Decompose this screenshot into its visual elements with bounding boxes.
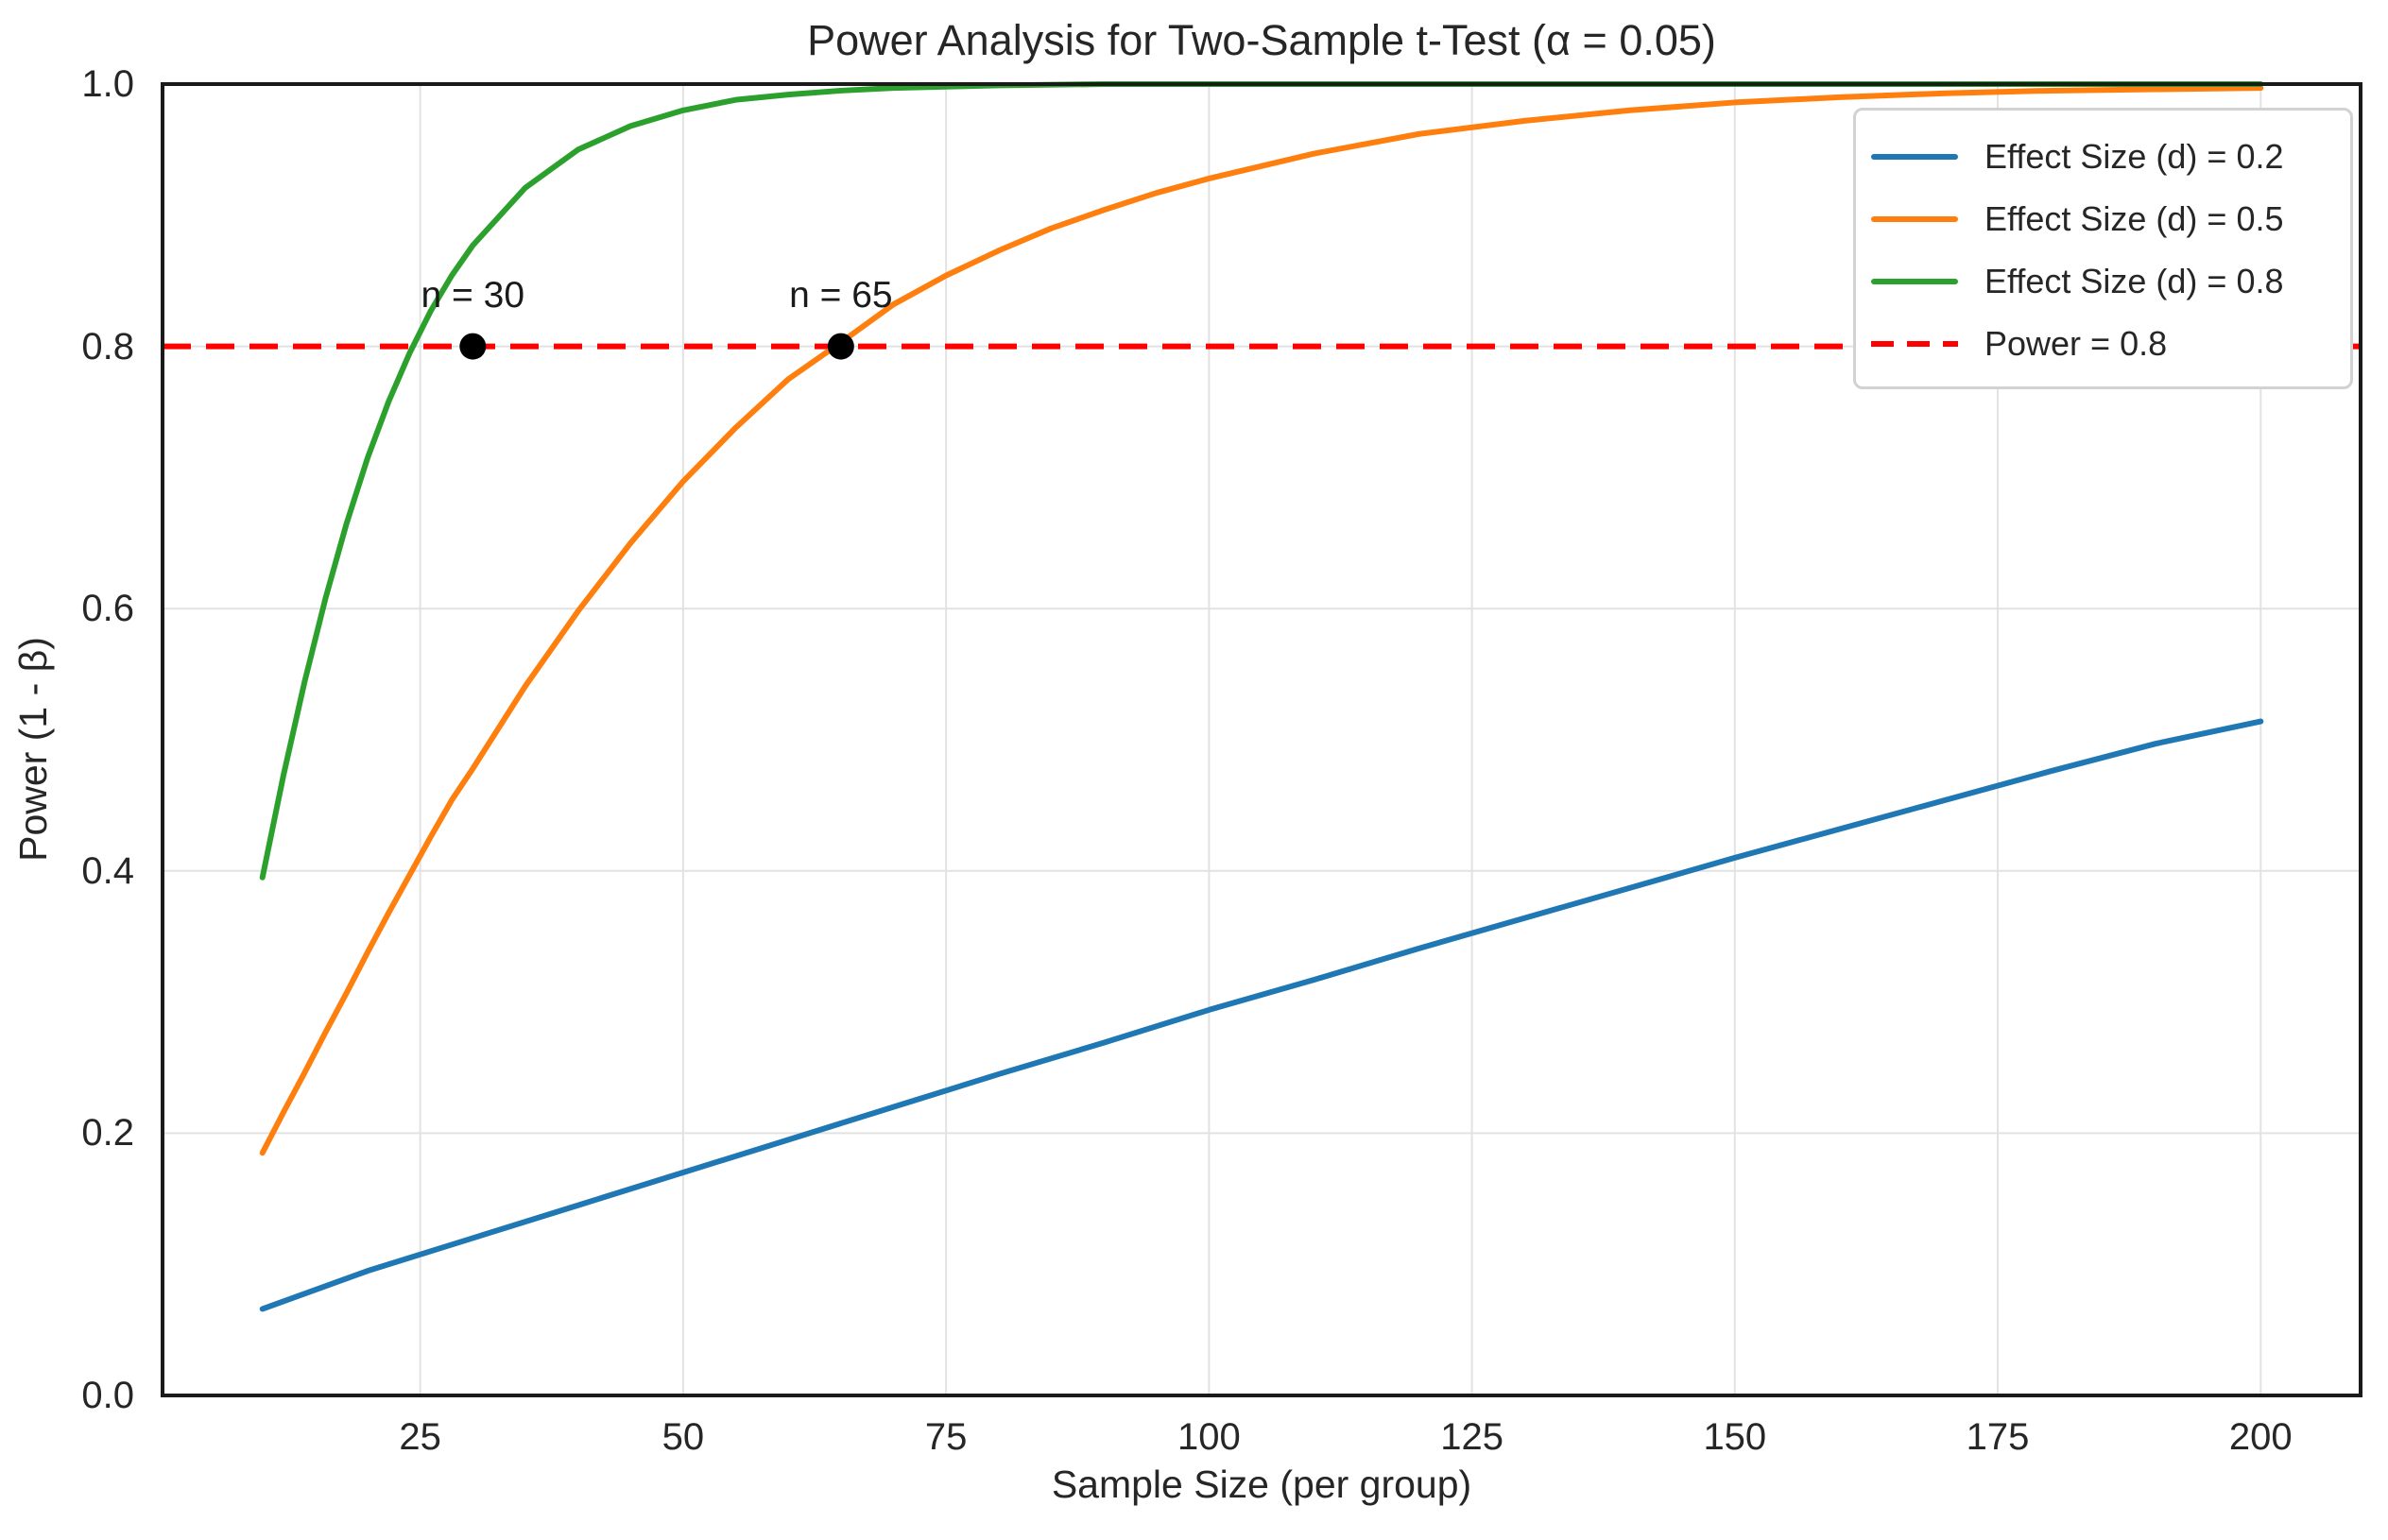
y-tick-label: 0.2 (81, 1112, 134, 1155)
legend-item-label: Effect Size (d) = 0.8 (1984, 262, 2284, 300)
y-tick-label: 0.8 (81, 325, 134, 368)
x-axis-label: Sample Size (per group) (1051, 1463, 1472, 1506)
sample-size-marker (459, 333, 487, 360)
x-tick-label: 75 (924, 1416, 968, 1458)
y-tick-label: 0.6 (81, 588, 134, 630)
legend: Effect Size (d) = 0.2 Effect Size (d) = 0… (1853, 108, 2353, 389)
legend-item: Power = 0.8 (1856, 313, 2350, 375)
x-tick-label: 25 (399, 1416, 441, 1458)
y-axis-label: Power (1 - β) (11, 637, 55, 862)
legend-item-label: Effect Size (d) = 0.5 (1984, 199, 2284, 238)
legend-line-swatch (1871, 154, 1958, 160)
legend-item-label: Effect Size (d) = 0.2 (1984, 137, 2284, 176)
x-tick-label: 100 (1177, 1416, 1241, 1458)
annotation-label: n = 30 (421, 274, 525, 316)
annotation-label: n = 65 (789, 274, 893, 316)
legend-item: Effect Size (d) = 0.5 (1856, 188, 2350, 250)
x-tick-label: 200 (2228, 1416, 2293, 1458)
legend-item: Effect Size (d) = 0.2 (1856, 126, 2350, 188)
legend-item-label: Power = 0.8 (1984, 324, 2168, 363)
y-tick-label: 0.0 (81, 1375, 134, 1416)
legend-item: Effect Size (d) = 0.8 (1856, 250, 2350, 313)
sample-size-marker (827, 333, 854, 360)
y-tick-label: 0.4 (81, 849, 134, 892)
x-tick-label: 50 (661, 1416, 705, 1458)
legend-line-swatch (1871, 279, 1958, 284)
legend-dashed-line-swatch (1871, 341, 1958, 347)
chart-title: Power Analysis for Two-Sample t-Test (α … (807, 16, 1716, 64)
series-line-0 (259, 718, 2264, 1312)
x-tick-label: 175 (1966, 1416, 2030, 1458)
x-tick-label: 125 (1440, 1416, 1503, 1458)
legend-line-swatch (1871, 216, 1958, 222)
x-tick-label: 150 (1703, 1416, 1767, 1458)
y-tick-label: 1.0 (81, 63, 134, 105)
axes-frame (161, 82, 2362, 1397)
